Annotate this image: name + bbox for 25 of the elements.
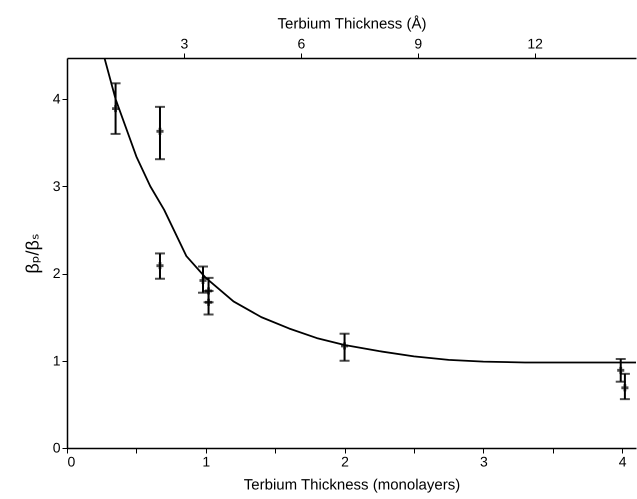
x2-tick-label: 12	[527, 36, 544, 52]
x-tick-label: 4	[618, 454, 627, 470]
x-tick-label: 1	[202, 454, 210, 470]
y-axis-title: βₚ/βₛ	[22, 233, 43, 274]
point	[617, 366, 624, 374]
x-tick-label: 3	[480, 454, 488, 470]
x2-tick-label: 3	[180, 36, 189, 52]
x-tick-label: 2	[341, 454, 350, 470]
x-axis-title: Terbium Thickness (monolayers)	[244, 476, 460, 494]
point	[156, 262, 164, 270]
x-tick-label: 0	[68, 454, 76, 470]
point	[112, 105, 120, 112]
y-tick-label: 0	[52, 440, 61, 456]
point	[156, 128, 164, 135]
x2-axis-title: Terbium Thickness (Å)	[278, 14, 426, 32]
x2-tick-label: 9	[414, 36, 422, 52]
point	[205, 298, 212, 306]
point	[205, 287, 212, 294]
y-tick-label: 2	[52, 265, 61, 282]
y-tick-label: 4	[52, 90, 61, 107]
point	[621, 384, 628, 392]
y-tick-label: 1	[52, 352, 61, 368]
point	[199, 276, 207, 284]
x2-tick-label: 6	[297, 36, 306, 52]
y-tick-label: 3	[52, 178, 61, 194]
